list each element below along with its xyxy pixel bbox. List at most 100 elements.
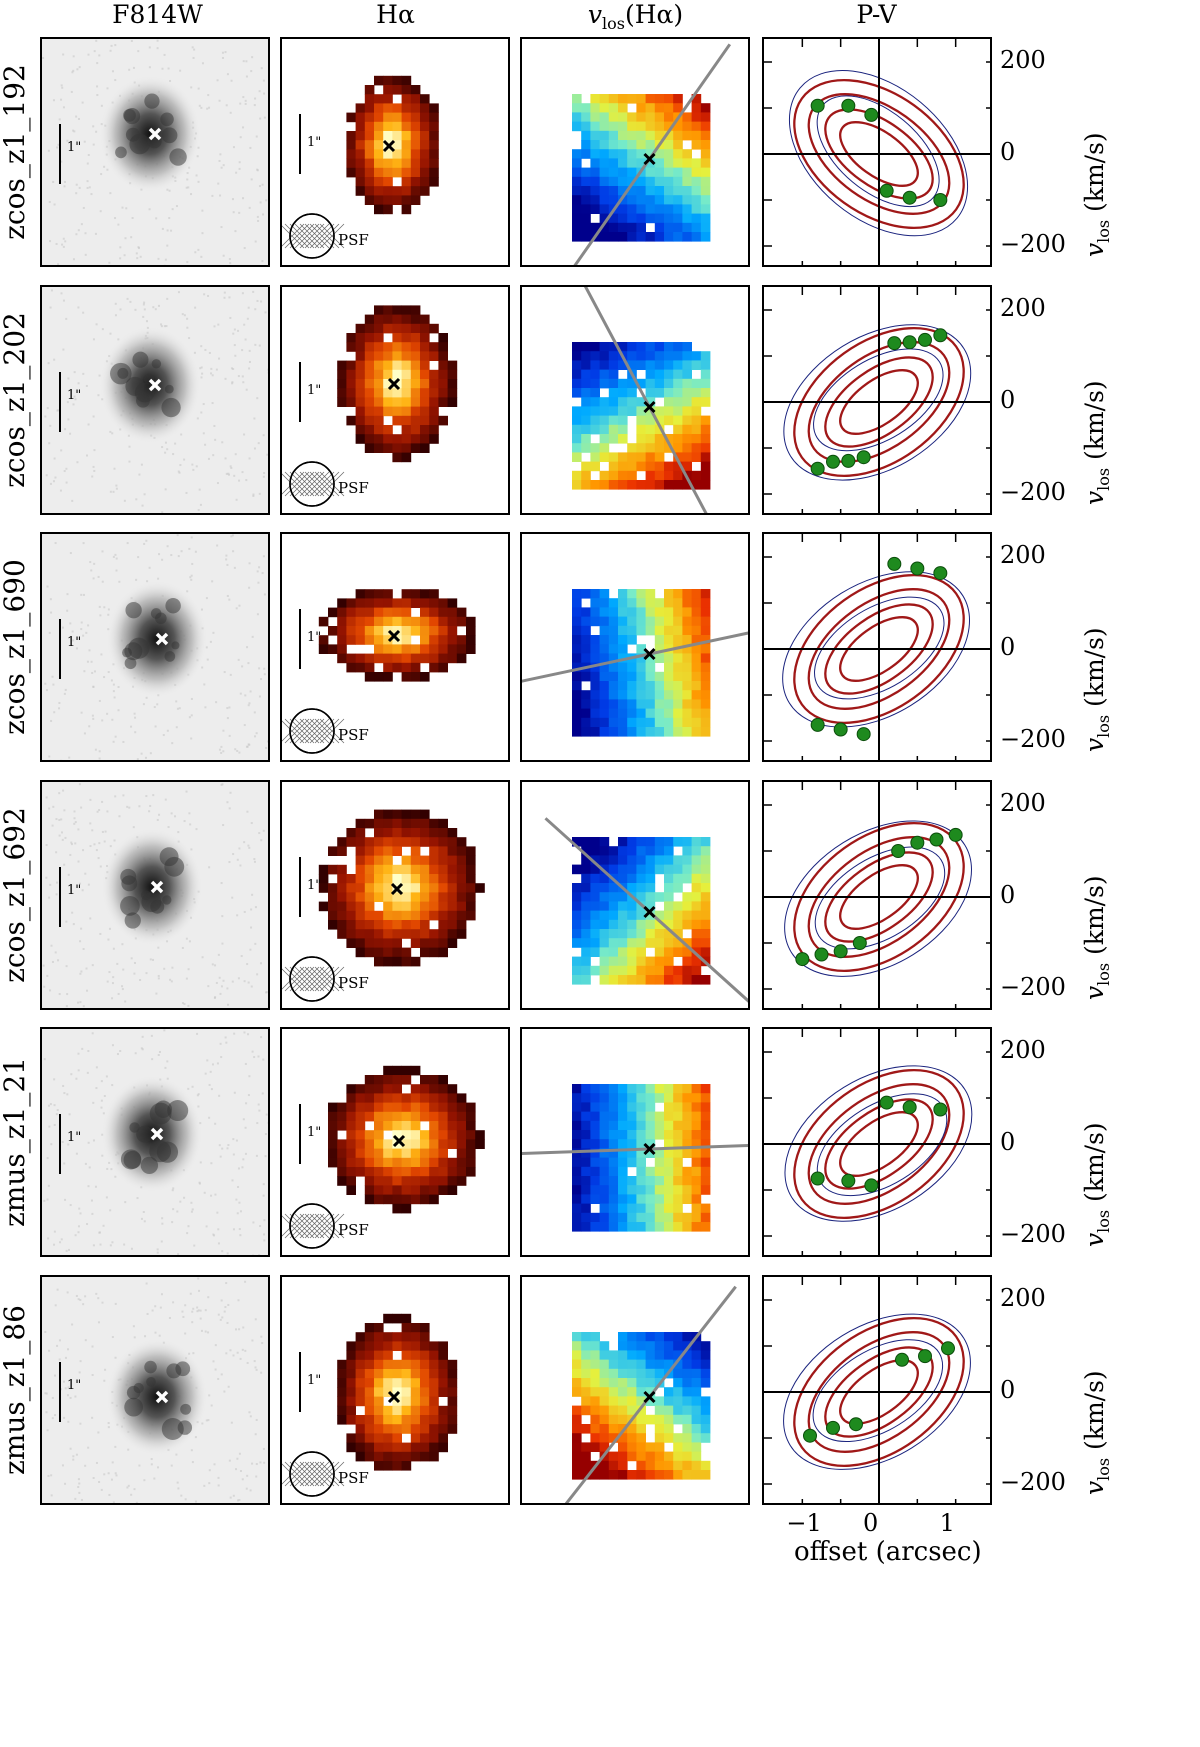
row-label: zcos_z1_202 bbox=[0, 311, 31, 488]
y-tick-label: 200 bbox=[1000, 293, 1046, 322]
rotation-curve-point bbox=[887, 335, 902, 350]
pv-diagram-panel bbox=[762, 1274, 992, 1505]
y-unit-symbol: v bbox=[1080, 1232, 1109, 1247]
y-tick-label: −200 bbox=[1000, 1220, 1066, 1248]
scale-bar-label: 1" bbox=[307, 1373, 321, 1388]
y-tick-label: 200 bbox=[1000, 788, 1046, 817]
pv-diagram-panel bbox=[762, 532, 992, 762]
halpha-map: 1" PSF bbox=[282, 304, 458, 507]
y-tick-label: 0 bbox=[1000, 1375, 1016, 1404]
model-contour bbox=[839, 1111, 919, 1177]
scale-bar-label: 1" bbox=[67, 635, 81, 650]
halpha-map: 1" PSF bbox=[282, 809, 485, 1002]
y-axis-label: vlos (km/s) bbox=[1080, 132, 1113, 257]
rotation-curve-point bbox=[891, 843, 906, 858]
y-axis-label: vlos (km/s) bbox=[1080, 380, 1113, 505]
scale-bar-label: 1" bbox=[307, 1125, 321, 1140]
rotation-curve-point bbox=[810, 717, 825, 732]
vlos-map-panel bbox=[520, 1027, 750, 1257]
rotation-curve-point bbox=[918, 332, 932, 347]
psf-label: PSF bbox=[338, 974, 369, 992]
psf-icon bbox=[282, 213, 345, 259]
model-contour bbox=[807, 588, 951, 710]
rotation-curve-point bbox=[933, 327, 948, 342]
model-contour bbox=[807, 340, 951, 463]
rotation-curve-point bbox=[826, 1420, 840, 1435]
rotation-curve-point bbox=[879, 1095, 894, 1110]
y-tick-label: 0 bbox=[1000, 633, 1016, 661]
pv-diagram bbox=[764, 534, 990, 760]
y-axis-label: vlos (km/s) bbox=[1080, 627, 1113, 752]
x-tick-label: 0 bbox=[863, 1508, 879, 1537]
rotation-curve-point bbox=[856, 727, 871, 742]
scale-bar-label: 1" bbox=[67, 388, 81, 403]
y-unit-symbol: v bbox=[1080, 490, 1109, 505]
data-contour bbox=[784, 1065, 973, 1222]
psf-label: PSF bbox=[338, 1221, 369, 1239]
rotation-curve-point bbox=[814, 947, 829, 961]
psf-label: PSF bbox=[338, 1469, 369, 1487]
vlos-map bbox=[564, 1285, 737, 1503]
y-unit-subscript: los bbox=[1094, 219, 1113, 243]
scale-bar-label: 1" bbox=[307, 630, 321, 645]
psf-icon bbox=[282, 708, 345, 754]
rotation-curve-point bbox=[910, 835, 925, 850]
y-axis-label: vlos (km/s) bbox=[1080, 875, 1113, 1000]
model-contour bbox=[793, 1316, 965, 1467]
row-label: zcos_z1_690 bbox=[0, 559, 31, 735]
model-contour bbox=[807, 1083, 951, 1205]
center-marker bbox=[155, 632, 169, 646]
vlos-map bbox=[572, 43, 732, 265]
x-tick-label: 1 bbox=[939, 1508, 955, 1537]
rotation-curve-point bbox=[910, 561, 925, 576]
halpha-map-panel: 1" PSF bbox=[280, 532, 510, 762]
center-marker bbox=[150, 880, 164, 893]
x-axis-label: offset (arcsec) bbox=[794, 1536, 982, 1567]
row-label: zcos_z1_192 bbox=[0, 64, 31, 240]
model-contour bbox=[793, 574, 965, 724]
halpha-map: 1" PSF bbox=[282, 1313, 458, 1497]
y-unit-symbol: v bbox=[1080, 737, 1109, 752]
pv-diagram-panel bbox=[762, 284, 992, 515]
rotation-curve-point bbox=[864, 1178, 879, 1193]
center-marker bbox=[643, 647, 656, 661]
model-contour bbox=[807, 835, 951, 958]
rotation-curve-point bbox=[810, 461, 825, 476]
halpha-map-panel: 1" PSF bbox=[280, 779, 510, 1010]
rotation-curve-point bbox=[933, 1102, 948, 1117]
y-unit-suffix: (km/s) bbox=[1080, 1122, 1109, 1210]
column-header-halpha: Hα bbox=[376, 0, 415, 29]
y-tick-label: −200 bbox=[1000, 230, 1066, 258]
y-unit-suffix: (km/s) bbox=[1080, 379, 1109, 468]
psf-label: PSF bbox=[338, 726, 369, 744]
y-unit-suffix: (km/s) bbox=[1080, 1369, 1109, 1458]
rotation-curve-point bbox=[929, 832, 944, 846]
center-marker bbox=[155, 1390, 169, 1403]
y-tick-label: 0 bbox=[1000, 385, 1016, 414]
halpha-map-panel: 1" PSF bbox=[280, 37, 510, 267]
vlos-symbol: v bbox=[587, 0, 602, 29]
rotation-curve-point bbox=[895, 1352, 909, 1367]
rotation-curve-point bbox=[852, 935, 867, 950]
vlos-map-panel bbox=[520, 779, 750, 1010]
model-contour bbox=[793, 79, 965, 229]
f814w-image: 1" bbox=[44, 1276, 266, 1503]
data-contour bbox=[813, 347, 944, 451]
model-contour bbox=[793, 326, 965, 477]
rotation-curve-point bbox=[948, 827, 963, 842]
psf-label: PSF bbox=[338, 479, 369, 497]
y-tick-label: 200 bbox=[1000, 1036, 1046, 1064]
center-marker bbox=[643, 152, 656, 166]
rotation-curve-point bbox=[902, 190, 917, 205]
column-header-pv: P-V bbox=[856, 0, 897, 29]
halpha-map: 1" PSF bbox=[282, 75, 439, 259]
rotation-curve-point bbox=[902, 1100, 917, 1115]
center-marker bbox=[643, 905, 656, 918]
y-axis-label: vlos (km/s) bbox=[1080, 1122, 1113, 1247]
rotation-curve-point bbox=[841, 1173, 856, 1188]
f814w-image: 1" bbox=[42, 39, 268, 265]
x-tick-label: −1 bbox=[786, 1508, 822, 1537]
model-contour bbox=[824, 355, 934, 448]
y-axis-label: vlos (km/s) bbox=[1080, 1370, 1113, 1495]
halpha-map: 1" PSF bbox=[282, 1065, 485, 1249]
